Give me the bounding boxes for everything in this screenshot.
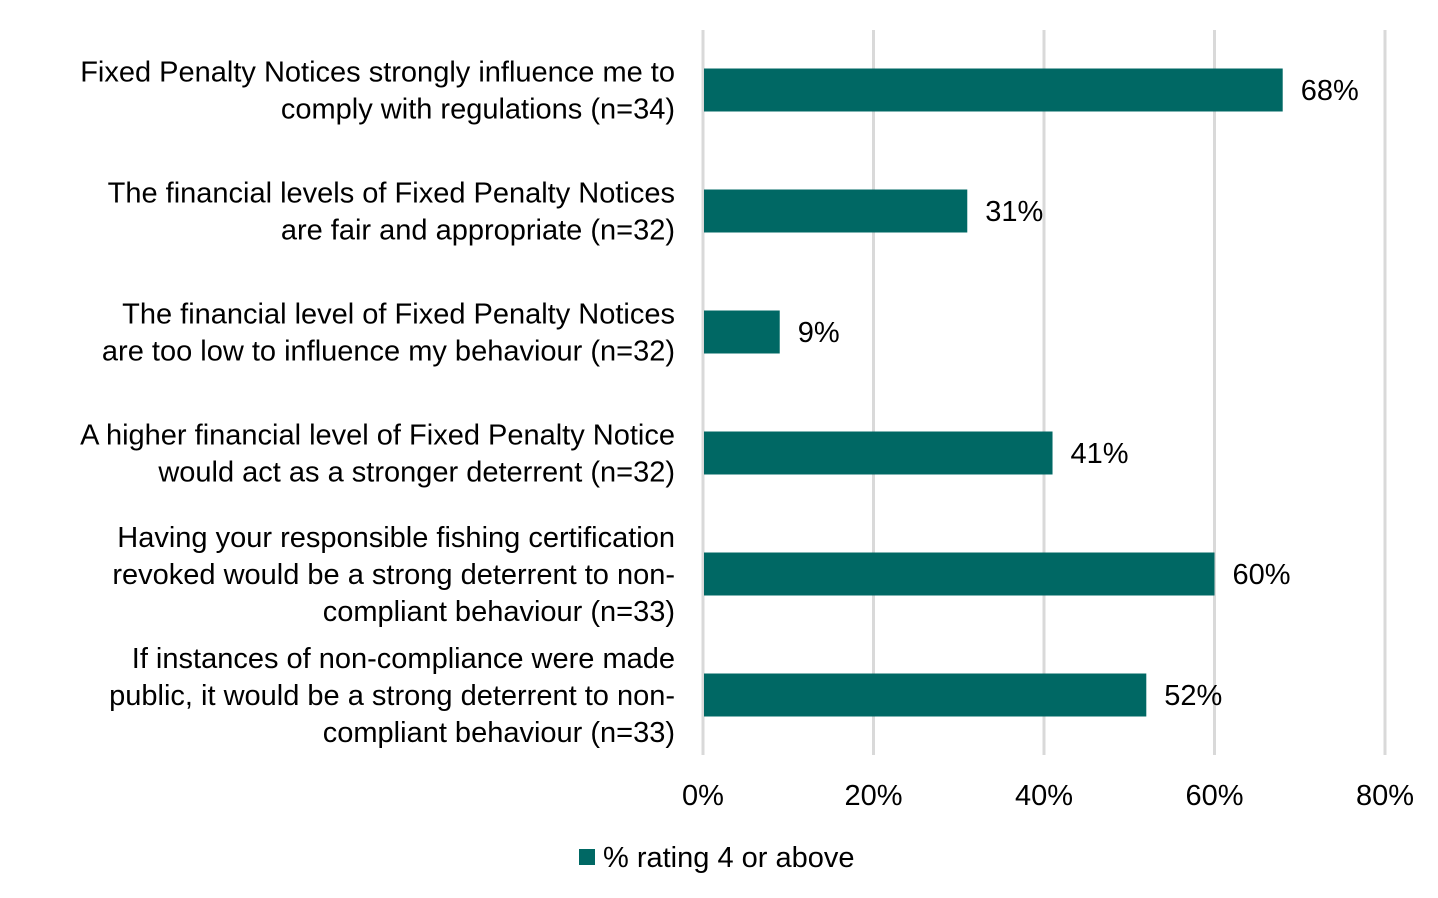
category-label: are fair and appropriate (n=32): [281, 215, 675, 247]
x-tick-label: 0%: [682, 780, 724, 812]
bar: [704, 431, 1053, 475]
category-label: are too low to influence my behaviour (n…: [102, 336, 675, 368]
legend-swatch: [579, 849, 595, 865]
data-label: 52%: [1164, 680, 1222, 712]
x-tick-label: 20%: [844, 780, 902, 812]
data-label: 60%: [1233, 559, 1291, 591]
category-label: compliant behaviour (n=33): [323, 717, 675, 749]
x-tick-label: 80%: [1356, 780, 1414, 812]
data-label: 41%: [1071, 438, 1129, 470]
x-tick-label: 60%: [1185, 780, 1243, 812]
category-label: The financial levels of Fixed Penalty No…: [108, 178, 675, 210]
category-label: would act as a stronger deterrent (n=32): [157, 457, 675, 489]
category-label: compliant behaviour (n=33): [323, 596, 675, 628]
data-label: 68%: [1301, 75, 1359, 107]
category-label: comply with regulations (n=34): [281, 94, 675, 126]
category-label: public, it would be a strong deterrent t…: [109, 680, 675, 712]
bar: [704, 68, 1283, 112]
category-label: A higher financial level of Fixed Penalt…: [80, 420, 675, 452]
bar: [704, 552, 1215, 596]
category-label: revoked would be a strong deterrent to n…: [112, 559, 675, 591]
data-label: 9%: [798, 317, 840, 349]
category-label: If instances of non-compliance were made: [132, 643, 675, 675]
data-label: 31%: [985, 196, 1043, 228]
bar: [704, 189, 968, 233]
category-label: Having your responsible fishing certific…: [117, 522, 675, 554]
bar: [704, 310, 780, 354]
category-label: The financial level of Fixed Penalty Not…: [122, 299, 675, 331]
category-label: Fixed Penalty Notices strongly influence…: [80, 57, 675, 89]
bar: [704, 673, 1147, 717]
legend-label: % rating 4 or above: [603, 842, 854, 874]
x-tick-label: 40%: [1015, 780, 1073, 812]
